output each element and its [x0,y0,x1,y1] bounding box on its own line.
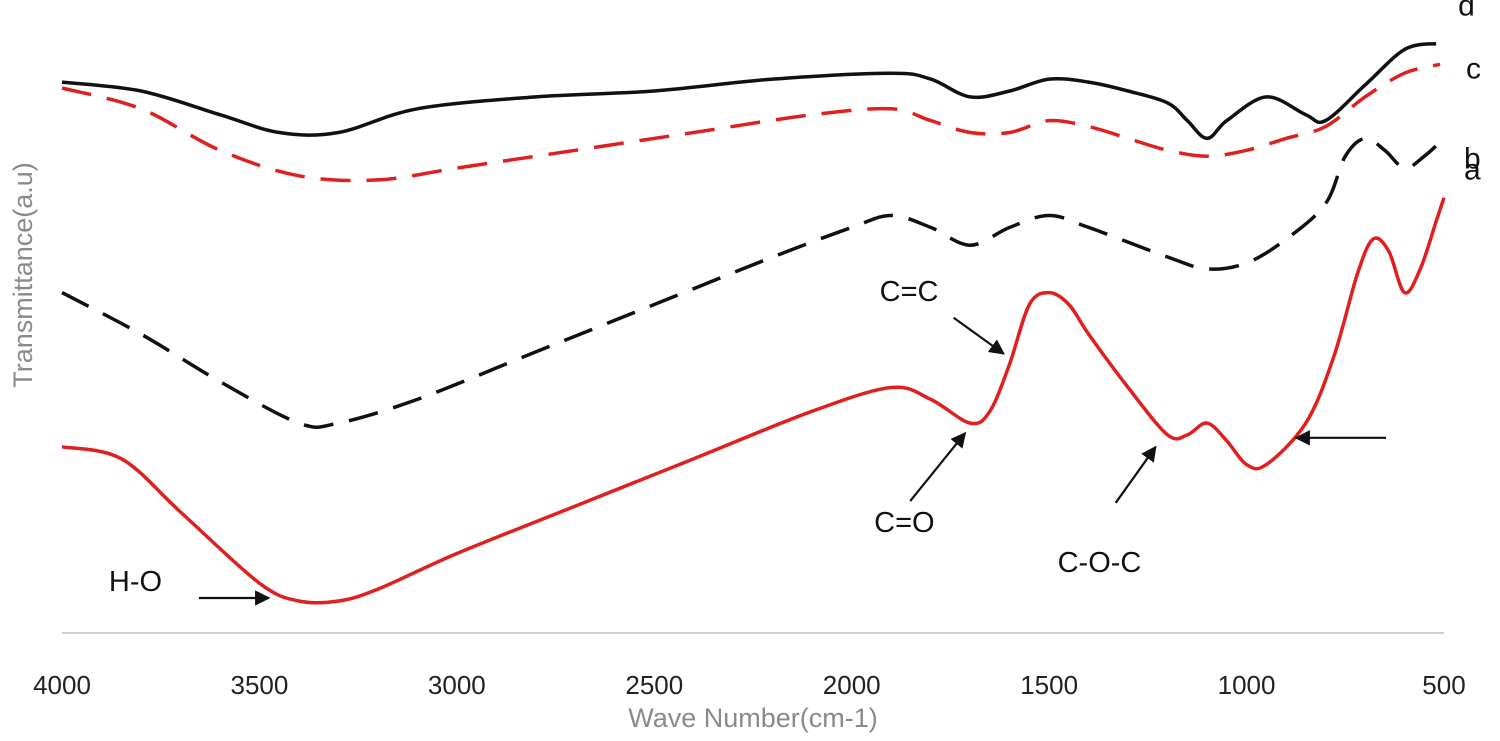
x-tick-label: 500 [1422,670,1465,700]
series-labels: d c ba [1458,0,1481,187]
series-label-a: a [1464,154,1481,187]
series-line-d [61,41,1437,141]
x-tick-label: 3000 [428,670,486,700]
series-label-c: c [1466,52,1481,85]
annotation-label: H-O [109,566,162,598]
series-layer [61,41,1446,605]
x-tick-label: 1000 [1218,670,1276,700]
series-label-b: b [1464,142,1481,175]
x-tick-label: 3500 [231,670,289,700]
annotation-arrow [1114,445,1157,504]
x-tick-labels: 4000 3500 3000 2500 2000 1500 1000 500 [33,670,1466,700]
x-tick-label: 2000 [823,670,881,700]
series-line-a [61,197,1446,605]
peak-annotations: H-OC=OC=CC-O-CC-O [109,276,1387,606]
annotation-arrow [953,316,1005,355]
annotation-label: C=O [874,507,934,539]
annotation-label: C=C [880,276,939,308]
series-line-c [61,62,1441,183]
x-tick-label: 1500 [1020,670,1078,700]
y-axis-title: Transmittance(a.u) [8,162,38,388]
series-line-b [61,136,1446,429]
annotation-label: C-O-C [1058,547,1142,579]
x-tick-label: 4000 [33,670,91,700]
annotation-arrow [909,431,967,502]
x-tick-label: 2500 [625,670,683,700]
x-axis-title: Wave Number(cm-1) [628,703,878,733]
series-label-d: d [1458,0,1475,23]
